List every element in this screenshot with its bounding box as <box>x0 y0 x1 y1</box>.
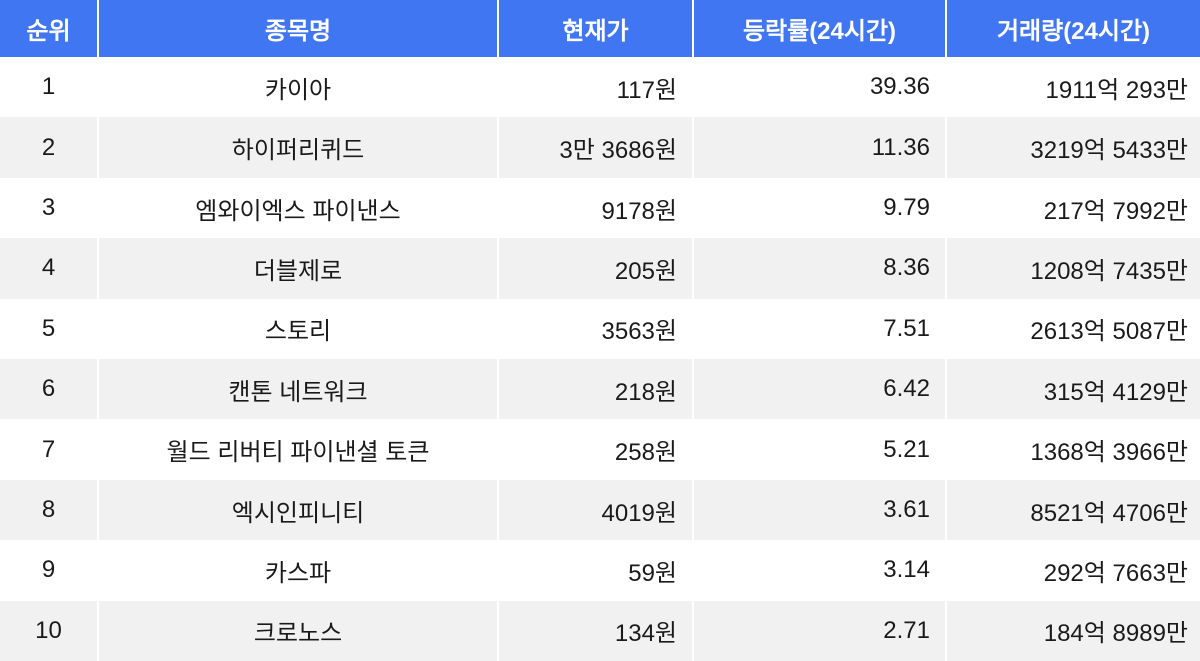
cell-change: 9.79 <box>692 177 945 239</box>
cell-name: 엠와이엑스 파이낸스 <box>97 177 497 239</box>
header-volume: 거래량(24시간) <box>945 0 1200 57</box>
table-header-row: 순위 종목명 현재가 등락률(24시간) 거래량(24시간) <box>0 0 1200 57</box>
cell-name: 카스파 <box>97 540 497 601</box>
cell-rank: 10 <box>0 600 97 661</box>
cell-volume: 8521억 4706만 <box>945 479 1200 541</box>
cell-name: 캔톤 네트워크 <box>97 359 497 420</box>
header-name: 종목명 <box>97 0 497 57</box>
cell-volume: 184억 8989만 <box>945 600 1200 661</box>
table-row[interactable]: 3 엠와이엑스 파이낸스 9178원 9.79 217억 7992만 <box>0 177 1200 239</box>
cell-rank: 6 <box>0 359 97 420</box>
cell-volume: 3219억 5433만 <box>945 117 1200 178</box>
cell-name: 스토리 <box>97 298 497 360</box>
cell-name: 엑시인피니티 <box>97 479 497 541</box>
table-row[interactable]: 4 더블제로 205원 8.36 1208억 7435만 <box>0 238 1200 299</box>
cell-volume: 292억 7663만 <box>945 540 1200 601</box>
cell-price: 258원 <box>497 419 692 480</box>
cell-change: 8.36 <box>692 238 945 299</box>
cell-rank: 3 <box>0 177 97 239</box>
cell-price: 3563원 <box>497 298 692 360</box>
table-row[interactable]: 5 스토리 3563원 7.51 2613억 5087만 <box>0 298 1200 360</box>
cell-name: 더블제로 <box>97 238 497 299</box>
cell-rank: 1 <box>0 57 97 118</box>
table-row[interactable]: 6 캔톤 네트워크 218원 6.42 315억 4129만 <box>0 359 1200 420</box>
cell-change: 3.61 <box>692 479 945 541</box>
cell-price: 4019원 <box>497 479 692 541</box>
cell-rank: 7 <box>0 419 97 480</box>
cell-rank: 8 <box>0 479 97 541</box>
header-change: 등락률(24시간) <box>692 0 945 57</box>
cell-change: 2.71 <box>692 600 945 661</box>
header-price: 현재가 <box>497 0 692 57</box>
cell-name: 크로노스 <box>97 600 497 661</box>
cell-volume: 315억 4129만 <box>945 359 1200 420</box>
cell-name: 월드 리버티 파이낸셜 토큰 <box>97 419 497 480</box>
cell-change: 5.21 <box>692 419 945 480</box>
table-row[interactable]: 8 엑시인피니티 4019원 3.61 8521억 4706만 <box>0 479 1200 541</box>
cell-name: 하이퍼리퀴드 <box>97 117 497 178</box>
cell-volume: 2613억 5087만 <box>945 298 1200 360</box>
cell-volume: 1208억 7435만 <box>945 238 1200 299</box>
cell-volume: 1368억 3966만 <box>945 419 1200 480</box>
table-row[interactable]: 10 크로노스 134원 2.71 184억 8989만 <box>0 600 1200 661</box>
table-row[interactable]: 7 월드 리버티 파이낸셜 토큰 258원 5.21 1368억 3966만 <box>0 419 1200 480</box>
cell-price: 134원 <box>497 600 692 661</box>
cell-rank: 2 <box>0 117 97 178</box>
header-rank: 순위 <box>0 0 97 57</box>
cell-change: 39.36 <box>692 57 945 118</box>
cell-rank: 5 <box>0 298 97 360</box>
cell-price: 218원 <box>497 359 692 420</box>
table-row[interactable]: 9 카스파 59원 3.14 292억 7663만 <box>0 540 1200 601</box>
cell-price: 205원 <box>497 238 692 299</box>
cell-name: 카이아 <box>97 57 497 118</box>
cell-change: 7.51 <box>692 298 945 360</box>
table-row[interactable]: 2 하이퍼리퀴드 3만 3686원 11.36 3219억 5433만 <box>0 117 1200 178</box>
cell-change: 6.42 <box>692 359 945 420</box>
cell-volume: 1911억 293만 <box>945 57 1200 118</box>
cell-change: 11.36 <box>692 117 945 178</box>
cell-price: 117원 <box>497 57 692 118</box>
cell-price: 3만 3686원 <box>497 117 692 178</box>
cell-rank: 9 <box>0 540 97 601</box>
table-row[interactable]: 1 카이아 117원 39.36 1911억 293만 <box>0 57 1200 118</box>
cell-rank: 4 <box>0 238 97 299</box>
cell-change: 3.14 <box>692 540 945 601</box>
cell-price: 59원 <box>497 540 692 601</box>
cell-volume: 217억 7992만 <box>945 177 1200 239</box>
cell-price: 9178원 <box>497 177 692 239</box>
